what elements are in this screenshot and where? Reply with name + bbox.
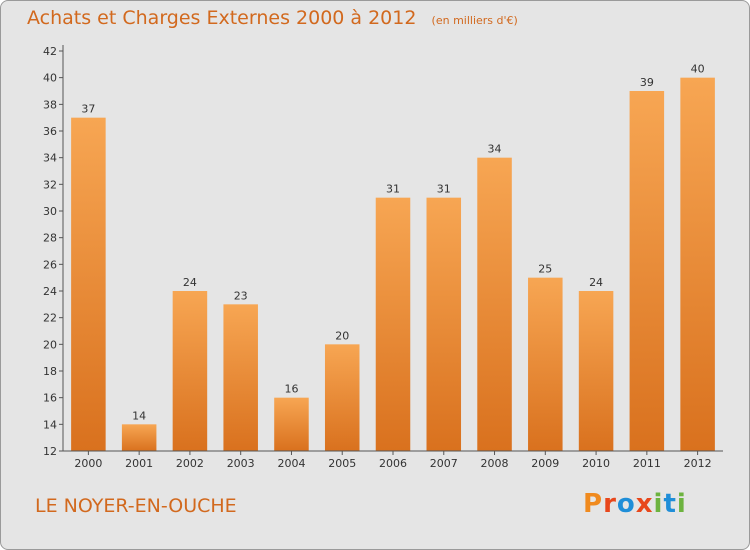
x-tick-label: 2003 bbox=[227, 457, 255, 470]
y-tick-label: 28 bbox=[43, 232, 57, 245]
title-row: Achats et Charges Externes 2000 à 2012 (… bbox=[27, 7, 518, 29]
bar-2002 bbox=[172, 291, 208, 451]
bar-value-label: 24 bbox=[183, 276, 197, 289]
brand-letter: o bbox=[616, 489, 636, 519]
x-tick-label: 2004 bbox=[277, 457, 305, 470]
brand-letter: r bbox=[603, 489, 617, 519]
bar-value-label: 16 bbox=[284, 383, 298, 396]
bar-value-label: 24 bbox=[589, 276, 603, 289]
bars: 37 14 24 23 16 20 31 31 34 25 24 39 40 bbox=[71, 63, 715, 452]
x-tick-label: 2005 bbox=[328, 457, 356, 470]
bar-value-label: 25 bbox=[538, 263, 552, 276]
bar-value-label: 31 bbox=[437, 183, 451, 196]
y-tick-label: 16 bbox=[43, 392, 57, 405]
y-tick-label: 42 bbox=[43, 45, 57, 58]
brand-letter: x bbox=[635, 489, 654, 519]
bar-2008 bbox=[477, 157, 512, 451]
bar-2010 bbox=[578, 291, 614, 451]
bar-2003 bbox=[223, 304, 258, 451]
y-tick-label: 20 bbox=[43, 338, 57, 351]
y-tick-label: 26 bbox=[43, 258, 57, 271]
x-tick-label: 2012 bbox=[684, 457, 712, 470]
y-tick-label: 22 bbox=[43, 312, 57, 325]
bar-2000 bbox=[71, 117, 106, 452]
brand-logo: Proxiti bbox=[583, 489, 687, 519]
bar-2009 bbox=[528, 277, 563, 451]
y-tick-label: 14 bbox=[43, 418, 57, 431]
bar-2006 bbox=[375, 197, 411, 451]
bar-2012 bbox=[680, 77, 715, 452]
bar-value-label: 20 bbox=[335, 329, 349, 342]
x-tick-label: 2010 bbox=[582, 457, 610, 470]
bar-2004 bbox=[274, 397, 309, 451]
bar-value-label: 23 bbox=[234, 289, 248, 302]
bar-value-label: 39 bbox=[640, 76, 654, 89]
bar-2005 bbox=[324, 344, 360, 451]
bar-value-label: 37 bbox=[81, 103, 95, 116]
x-tick-label: 2001 bbox=[125, 457, 153, 470]
brand-letter: t bbox=[663, 489, 677, 519]
bar-value-label: 40 bbox=[691, 63, 705, 76]
y-tick-label: 30 bbox=[43, 205, 57, 218]
x-tick-label: 2006 bbox=[379, 457, 407, 470]
x-tick-label: 2008 bbox=[481, 457, 509, 470]
y-tick-label: 38 bbox=[43, 98, 57, 111]
brand-letter: i bbox=[676, 489, 687, 519]
bar-2001 bbox=[121, 424, 157, 451]
location-label: LE NOYER-EN-OUCHE bbox=[35, 495, 237, 517]
bar-value-label: 34 bbox=[488, 143, 502, 156]
y-tick-label: 24 bbox=[43, 285, 57, 298]
x-tick-label: 2007 bbox=[430, 457, 458, 470]
chart-title: Achats et Charges Externes 2000 à 2012 bbox=[27, 7, 417, 29]
y-tick-label: 32 bbox=[43, 178, 57, 191]
y-tick-label: 40 bbox=[43, 72, 57, 85]
bar-2011 bbox=[629, 91, 665, 451]
x-tick-label: 2011 bbox=[633, 457, 661, 470]
bar-value-label: 31 bbox=[386, 183, 400, 196]
y-tick-label: 34 bbox=[43, 152, 57, 165]
x-tick-label: 2002 bbox=[176, 457, 204, 470]
y-tick-label: 12 bbox=[43, 445, 57, 458]
chart-unit: (en milliers d'€) bbox=[431, 14, 518, 27]
y-axis: 12 14 16 18 20 22 24 26 28 30 32 34 36 38 40 42 bbox=[43, 45, 64, 458]
brand-letter: i bbox=[653, 489, 664, 519]
x-axis: 2000 2001 2002 2003 2004 2005 2006 2007 2008 2009… bbox=[63, 450, 723, 470]
y-tick-label: 36 bbox=[43, 125, 57, 138]
x-tick-label: 2009 bbox=[531, 457, 559, 470]
x-tick-label: 2000 bbox=[74, 457, 102, 470]
bar-2007 bbox=[426, 197, 462, 451]
bar-value-label: 14 bbox=[132, 409, 146, 422]
brand-letter: P bbox=[583, 489, 604, 519]
y-tick-label: 18 bbox=[43, 365, 57, 378]
